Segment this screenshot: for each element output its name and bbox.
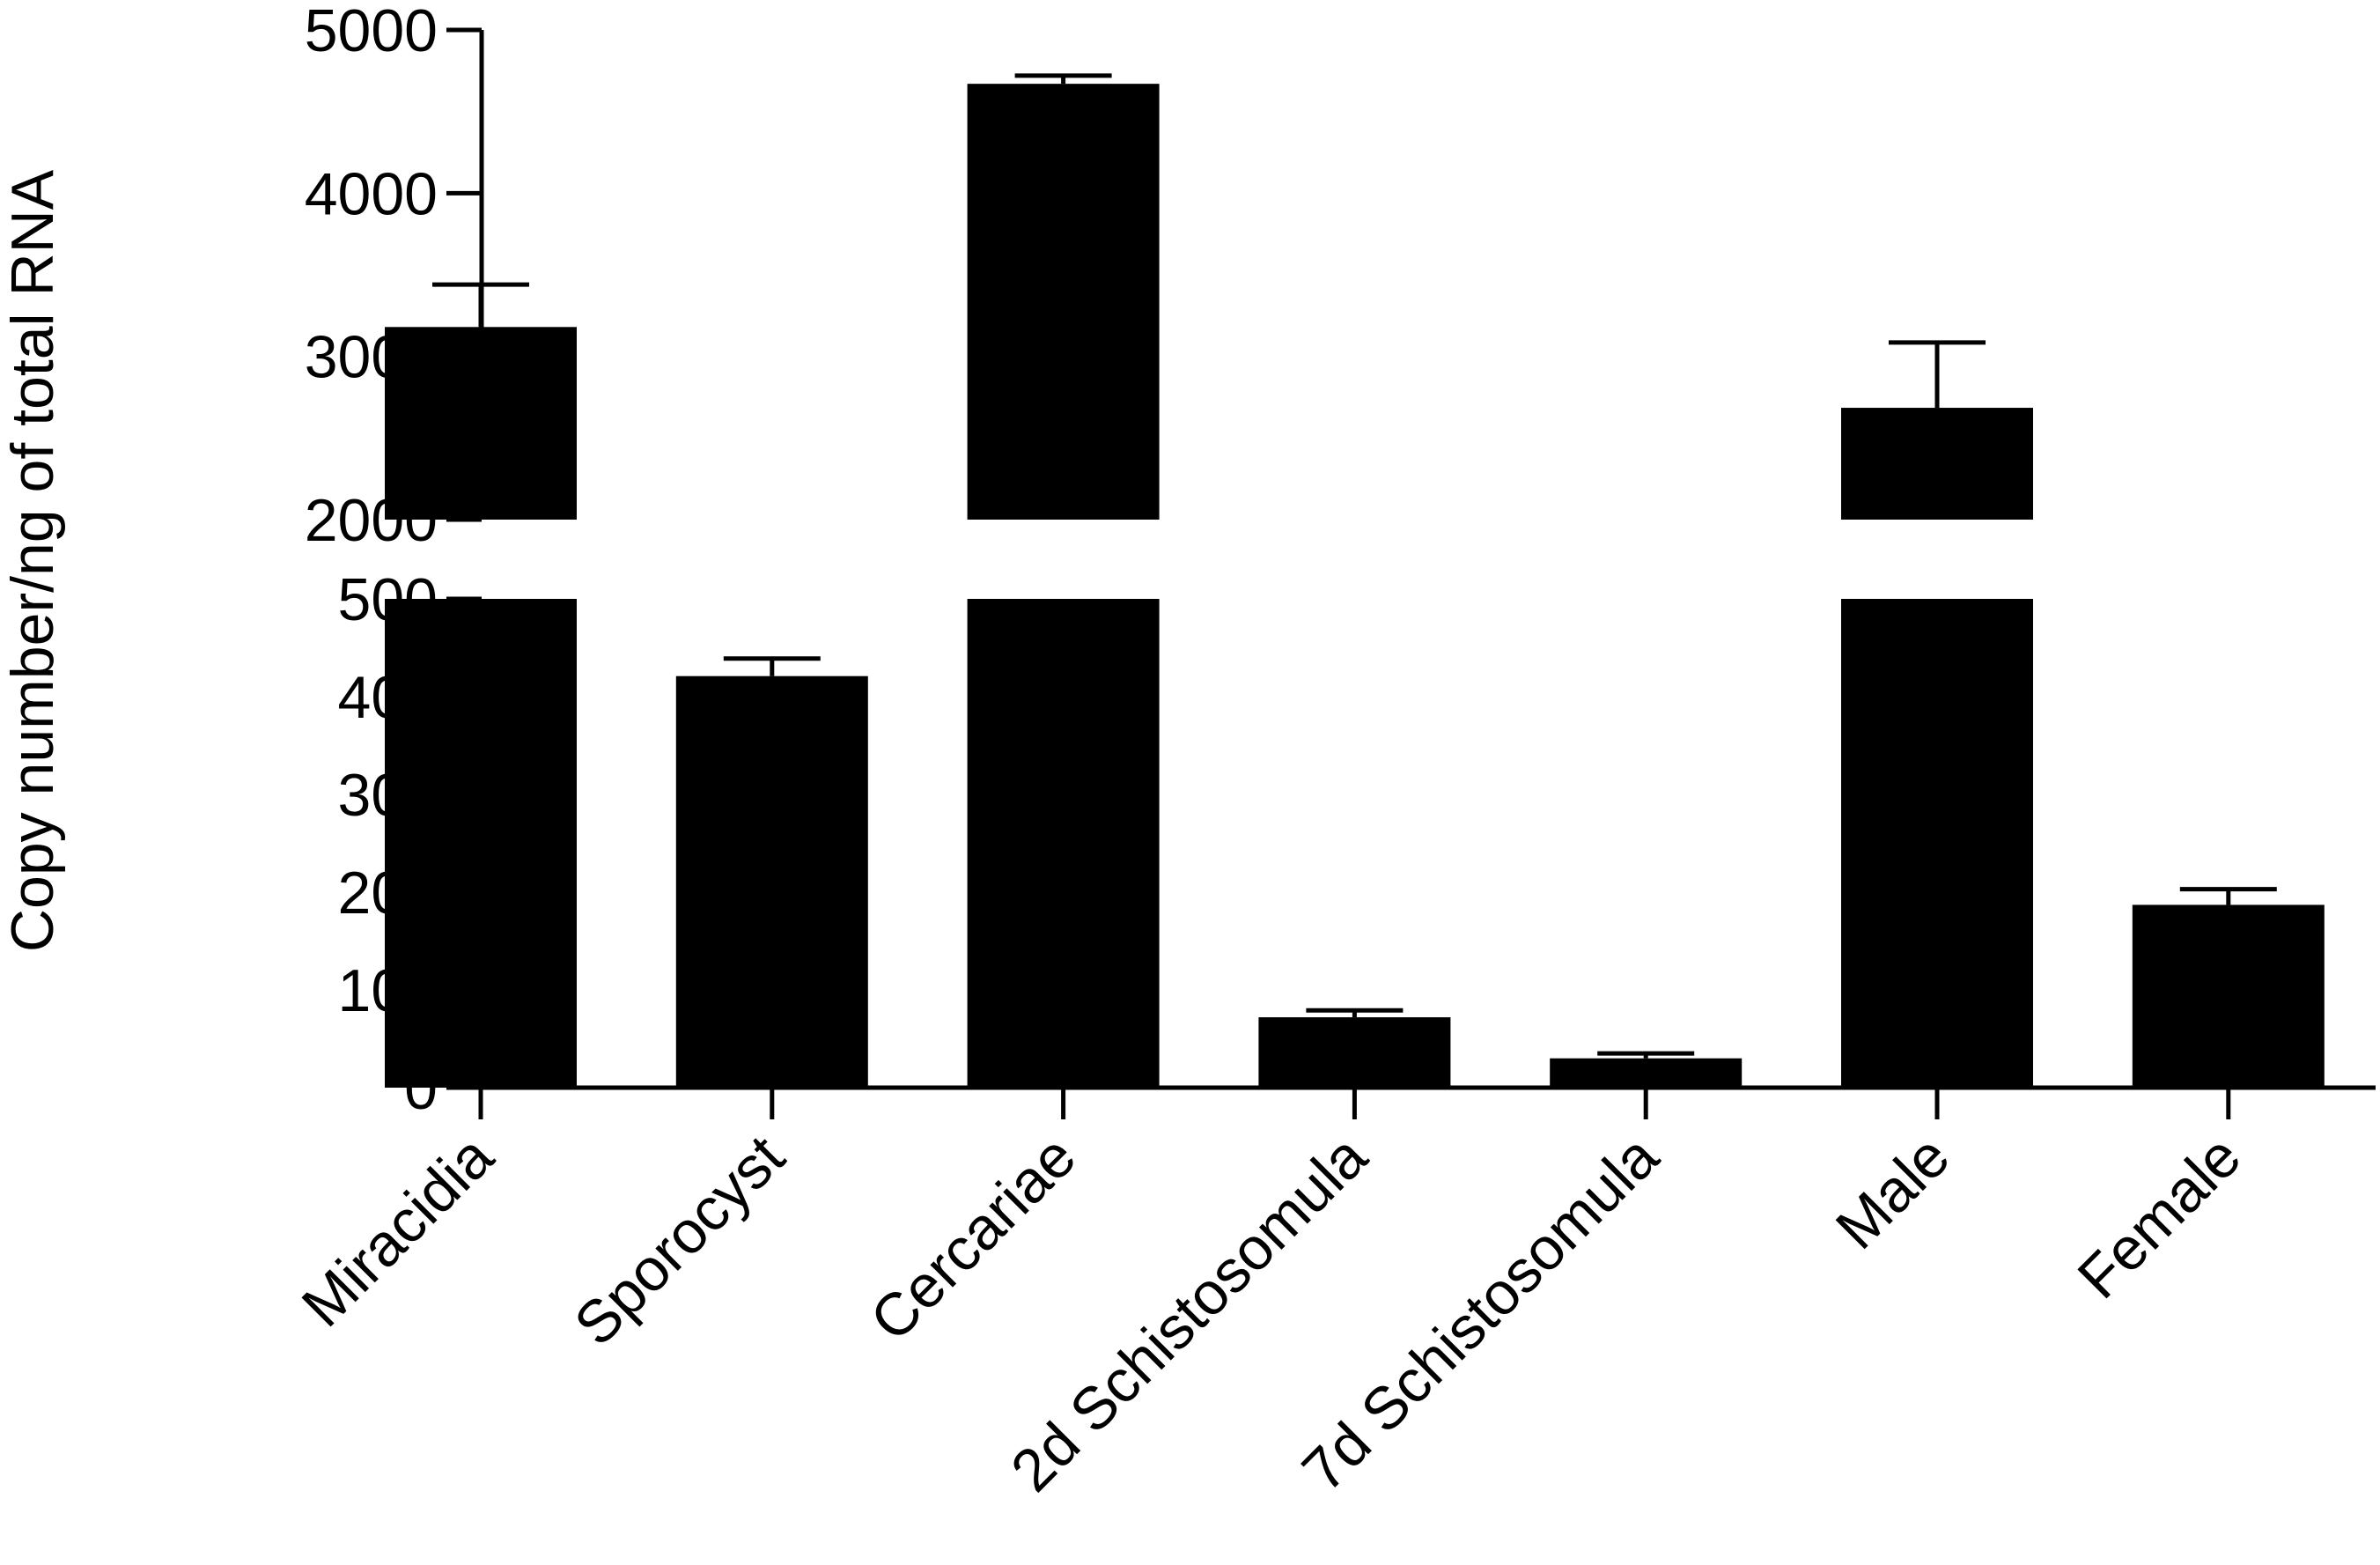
- y-tick-label: 2000: [305, 487, 438, 554]
- bar: [1550, 1058, 1743, 1088]
- y-tick-label: 3000: [305, 324, 438, 391]
- bar-upper-segment: [385, 327, 577, 520]
- bar: [2132, 904, 2325, 1088]
- y-tick-label: 200: [338, 860, 438, 926]
- x-tick-label: Miracidia: [289, 1123, 505, 1340]
- x-tick-label: Sporocyst: [562, 1123, 798, 1359]
- y-tick-label: 4000: [305, 160, 438, 227]
- bar: [1841, 599, 2033, 1088]
- bar: [967, 599, 1160, 1088]
- y-axis-title: Copy number/ng of total RNA: [0, 169, 66, 952]
- bar-upper-segment: [1841, 408, 2033, 520]
- error-bars-group: [432, 73, 2277, 1059]
- y-tick-label: 0: [404, 1055, 438, 1122]
- y-tick-label: 5000: [305, 0, 438, 64]
- y-tick-label: 400: [338, 664, 438, 731]
- x-tick-label: Male: [1824, 1123, 1963, 1262]
- y-tick-label: 500: [338, 566, 438, 633]
- x-tick-label: Female: [2065, 1123, 2253, 1311]
- x-tick-label: Cercariae: [858, 1123, 1088, 1354]
- bar: [385, 599, 577, 1088]
- bar-upper-segment: [967, 84, 1160, 520]
- bar: [675, 675, 868, 1088]
- y-tick-label: 300: [338, 762, 438, 829]
- y-tick-label: 100: [338, 957, 438, 1024]
- bars-group: [385, 84, 2325, 1088]
- y-ticks-group: 0 100 200 300 400 500 2000 3000 4000 5000: [305, 0, 482, 1122]
- bar: [1258, 1017, 1451, 1088]
